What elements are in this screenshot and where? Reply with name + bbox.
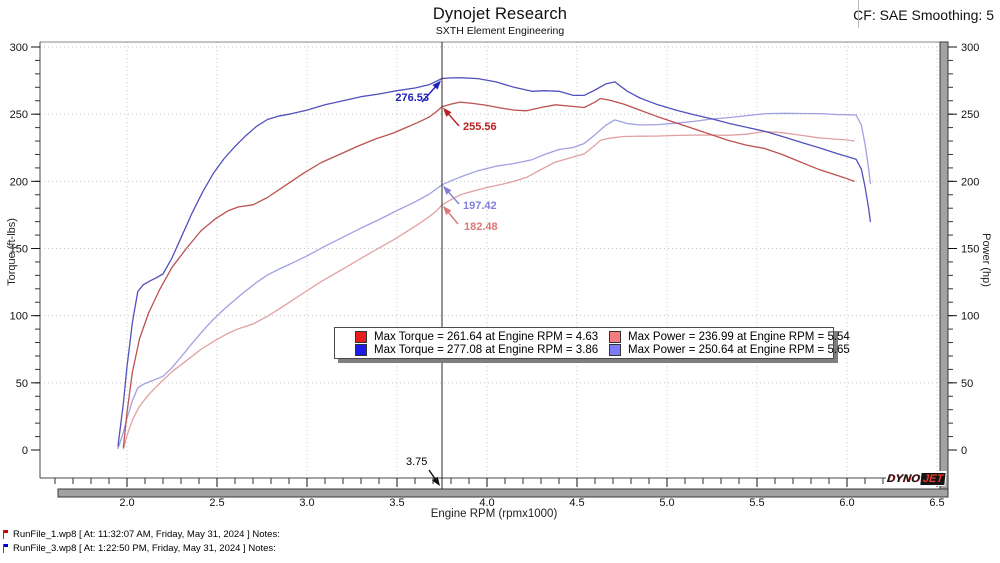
y-tick-label-torque: 100 — [10, 311, 28, 323]
cursor-readout-torque_run1: 255.56 — [463, 121, 497, 133]
y-tick-label-power: 200 — [961, 176, 979, 188]
legend-item-max-power-run1: Max Power = 236.99 at Engine RPM = 5.54 — [609, 330, 850, 343]
header-pane-divider — [858, 0, 859, 28]
x-tick-label: 6.0 — [839, 497, 854, 509]
legend-label: Max Power = 250.64 at Engine RPM = 5.65 — [628, 343, 850, 356]
power-run3-curve — [117, 112, 872, 450]
logo-dyno-text: DYNO — [886, 472, 921, 485]
power-run1-curve — [122, 130, 855, 450]
x-tick-label: 4.0 — [479, 497, 494, 509]
legend-label: Max Torque = 261.64 at Engine RPM = 4.63 — [374, 330, 599, 343]
x-axis-title: Engine RPM (rpmx1000) — [430, 508, 558, 520]
legend-label: Max Torque = 277.08 at Engine RPM = 3.86 — [374, 343, 599, 356]
x-tick-label: 3.0 — [299, 497, 314, 509]
y-tick-label-torque: 250 — [10, 109, 28, 121]
plot-frame — [39, 41, 949, 498]
run-info-text: RunFile_3.wp8 [ At: 1:22:50 PM, Friday, … — [13, 543, 276, 554]
logo-jet-text: JET — [920, 472, 946, 485]
x-tick-label: 6.5 — [929, 497, 944, 509]
y-tick-label-power: 100 — [961, 311, 979, 323]
x-tick-label: 3.5 — [389, 497, 404, 509]
y-tick-label-torque: 0 — [22, 445, 28, 457]
cursor-arrow-torque-run1 — [443, 107, 460, 127]
axis-tick-labels: 2.0 2.5 3.0 3.5 4.0 4.5 5.0 5.5 6.0 6.5 0 0 50 50 100 1… — [10, 42, 980, 509]
cursor-arrow-torque-run3 — [421, 80, 441, 103]
cursor-arrow-power-run3 — [443, 185, 460, 205]
run-info-line-1: RunFile_1.wp8 [ At: 11:32:07 AM, Friday,… — [3, 529, 280, 540]
legend-box[interactable]: Max Torque = 261.64 at Engine RPM = 4.63… — [334, 327, 850, 359]
run-flag-icon — [3, 544, 10, 553]
y-tick-label-torque: 300 — [10, 42, 28, 54]
legend-item-max-power-run3: Max Power = 250.64 at Engine RPM = 5.65 — [609, 343, 850, 356]
x-tick-label: 2.5 — [209, 497, 224, 509]
y-tick-label-torque: 200 — [10, 176, 28, 188]
torque-run1-curve — [122, 97, 855, 448]
x-tick-label: 5.0 — [659, 497, 674, 509]
y-tick-label-power: 300 — [961, 42, 979, 54]
x-tick-label: 4.5 — [569, 497, 584, 509]
gridlines — [40, 42, 940, 478]
torque-run3-curve — [117, 77, 872, 447]
legend-swatch-violet-icon — [609, 343, 621, 356]
legend-swatch-pink-icon — [609, 330, 621, 343]
y-tick-label-power: 250 — [961, 109, 979, 121]
legend-label: Max Power = 236.99 at Engine RPM = 5.54 — [628, 330, 850, 343]
legend-swatch-red-icon — [355, 330, 367, 343]
axis-ticks — [31, 46, 957, 487]
x-tick-label: 5.5 — [749, 497, 764, 509]
legend-swatch-blue-icon — [355, 343, 367, 356]
cursor-readout-power_run1: 182.48 — [464, 221, 498, 233]
dynojet-logo: DYNO JET — [885, 471, 947, 486]
y-tick-label-torque: 50 — [16, 378, 28, 390]
cursor-readout-torque_run3: 276.53 — [395, 92, 429, 104]
cursor-arrow-power-run1 — [443, 205, 459, 225]
chart-title: Dynojet Research — [432, 5, 568, 23]
legend-item-max-torque-run1: Max Torque = 261.64 at Engine RPM = 4.63 — [355, 330, 609, 343]
chart-subtitle: SXTH Element Engineering — [435, 25, 565, 37]
cf-smoothing-label: CF: SAE Smoothing: 5 — [853, 7, 994, 23]
y-tick-label-power: 50 — [961, 378, 973, 390]
cursor-rpm-label: 3.75 — [406, 456, 428, 468]
y-axis-title-power: Power (hp) — [980, 233, 992, 287]
x-tick-label: 2.0 — [119, 497, 134, 509]
y-tick-label-power: 150 — [961, 244, 979, 256]
run-info-text: RunFile_1.wp8 [ At: 11:32:07 AM, Friday,… — [13, 529, 280, 540]
y-axis-title-torque: Torque (ft-lbs) — [6, 218, 18, 286]
cursor-arrow-rpm — [428, 469, 440, 486]
run-flag-icon — [3, 530, 10, 539]
y-tick-label-torque: 150 — [10, 244, 28, 256]
y-tick-label-power: 0 — [961, 445, 967, 457]
run-info-line-2: RunFile_3.wp8 [ At: 1:22:50 PM, Friday, … — [3, 543, 276, 554]
cursor-readout-power_run3: 197.42 — [463, 200, 497, 212]
legend-item-max-torque-run3: Max Torque = 277.08 at Engine RPM = 3.86 — [355, 343, 609, 356]
